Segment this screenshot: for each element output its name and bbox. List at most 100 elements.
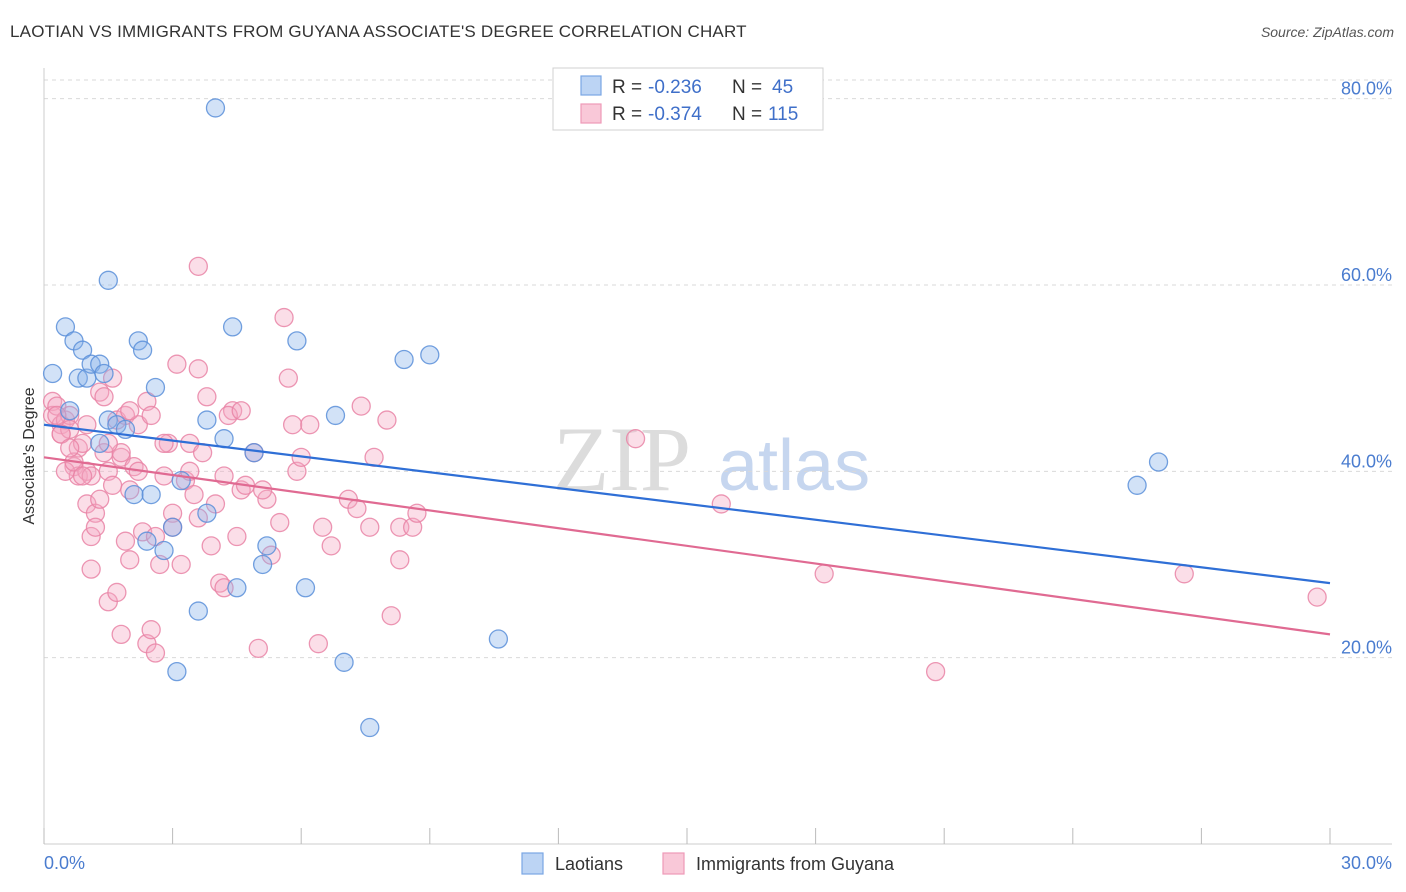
guyana-point-100 xyxy=(120,401,140,421)
guyana-point-20 xyxy=(94,387,114,407)
source-label: Source: ZipAtlas.com xyxy=(1260,24,1394,40)
guyana-point-101 xyxy=(141,405,161,426)
guyana-point-24 xyxy=(102,475,123,495)
guyana-point-15 xyxy=(81,526,101,547)
laotian-point-35 xyxy=(325,405,346,426)
laotian-point-42 xyxy=(1127,475,1147,495)
legend-n-label-1: N = xyxy=(732,77,762,98)
guyana-point-27 xyxy=(107,582,127,603)
chart-title: LAOTIAN VS IMMIGRANTS FROM GUYANA ASSOCI… xyxy=(10,22,747,41)
guyana-point-66 xyxy=(248,638,268,658)
guyana-point-111 xyxy=(925,661,946,682)
guyana-point-55 xyxy=(197,387,217,407)
legend-r-value-2: -0.374 xyxy=(648,104,702,125)
laotian-point-15 xyxy=(132,340,153,360)
guyana-point-69 xyxy=(270,512,290,533)
guyana-point-89 xyxy=(145,643,166,663)
laotian-point-8 xyxy=(94,363,114,384)
guyana-point-112 xyxy=(1174,564,1194,584)
laotian-point-16 xyxy=(145,377,166,398)
y-tick-label-80: 80.0% xyxy=(1341,79,1392,99)
laotian-point-26 xyxy=(197,503,217,523)
guyana-point-17 xyxy=(85,517,106,537)
legend-r-label-1: R = xyxy=(612,77,642,98)
trend-lines xyxy=(43,423,1331,636)
laotian-point-25 xyxy=(197,410,217,430)
x-ticks xyxy=(43,828,1331,844)
guyana-point-108 xyxy=(625,429,646,449)
guyana-point-31 xyxy=(115,531,136,551)
y-tick-labels: 20.0% 40.0% 60.0% 80.0% xyxy=(1341,79,1392,658)
guyana-point-107 xyxy=(390,550,410,570)
guyana-point-103 xyxy=(231,401,251,421)
guyana-point-81 xyxy=(377,410,397,430)
guyana-point-62 xyxy=(227,526,247,547)
guyana-points xyxy=(42,256,1327,682)
series-legend-swatch-guyana xyxy=(662,852,685,875)
series-legend: Laotians Immigrants from Guyana xyxy=(521,852,895,875)
laotian-point-43 xyxy=(1148,452,1169,472)
laotian-point-19 xyxy=(137,531,157,551)
legend-swatch-pink xyxy=(580,103,602,124)
x-tick-label-max: 30.0% xyxy=(1341,853,1392,873)
guyana-point-67 xyxy=(257,489,277,509)
guyana-point-114 xyxy=(111,624,131,645)
series-legend-label-guyana: Immigrants from Guyana xyxy=(696,854,895,874)
legend-r-value-1: -0.236 xyxy=(648,77,702,98)
laotian-point-17 xyxy=(124,484,144,505)
guyana-point-70 xyxy=(278,368,298,388)
guyana-point-104 xyxy=(252,480,273,500)
watermark-atlas: atlas xyxy=(718,426,870,506)
guyana-point-48 xyxy=(171,554,191,575)
guyana-point-51 xyxy=(184,484,204,505)
series-legend-label-laotians: Laotians xyxy=(555,854,623,874)
legend-n-label-2: N = xyxy=(732,104,762,125)
laotian-point-18 xyxy=(141,484,161,505)
legend-swatch-blue xyxy=(580,75,602,96)
legend-n-value-2: 115 xyxy=(768,104,798,125)
guyana-point-40 xyxy=(141,620,161,640)
guyana-trend-line xyxy=(43,456,1331,636)
guyana-point-71 xyxy=(282,415,303,435)
legend-r-label-2: R = xyxy=(612,104,642,125)
laotian-point-41 xyxy=(205,98,226,118)
axes xyxy=(43,68,1392,845)
laotian-point-0 xyxy=(42,363,63,384)
laotian-point-32 xyxy=(252,554,273,575)
guyana-point-113 xyxy=(1307,587,1327,607)
guyana-point-79 xyxy=(360,517,380,537)
guyana-point-43 xyxy=(154,466,174,486)
guyana-point-56 xyxy=(201,536,221,556)
legend-n-value-1: 45 xyxy=(772,77,793,98)
guyana-point-45 xyxy=(162,503,183,523)
laotian-point-14 xyxy=(128,331,148,351)
y-axis-title: Associate's Degree xyxy=(21,387,38,524)
y-tick-label-60: 60.0% xyxy=(1341,265,1392,285)
laotian-point-29 xyxy=(227,578,247,598)
laotian-point-40 xyxy=(488,629,509,649)
laotian-point-27 xyxy=(214,429,234,449)
guyana-point-110 xyxy=(814,564,834,584)
laotian-point-7 xyxy=(90,354,110,374)
watermark-zip: ZIP xyxy=(553,408,691,510)
guyana-point-32 xyxy=(120,550,140,570)
guyana-point-95 xyxy=(51,424,71,444)
guyana-point-90 xyxy=(188,256,208,276)
guyana-point-18 xyxy=(90,489,110,509)
laotian-point-1 xyxy=(55,317,76,337)
guyana-point-98 xyxy=(72,466,93,486)
laotian-point-30 xyxy=(244,443,264,463)
laotian-point-44 xyxy=(60,401,80,421)
guyana-point-74 xyxy=(308,634,328,654)
y-tick-label-40: 40.0% xyxy=(1341,451,1392,471)
guyana-point-76 xyxy=(321,536,341,556)
laotian-point-13 xyxy=(98,270,118,290)
guyana-point-97 xyxy=(60,438,80,458)
x-tick-label-min: 0.0% xyxy=(44,853,85,873)
guyana-point-75 xyxy=(312,517,333,537)
laotian-point-31 xyxy=(257,536,277,556)
laotian-point-3 xyxy=(72,340,93,360)
stats-legend: R = -0.236 N = 45 R = -0.374 N = 115 xyxy=(552,67,824,131)
y-tick-label-20: 20.0% xyxy=(1341,638,1392,658)
